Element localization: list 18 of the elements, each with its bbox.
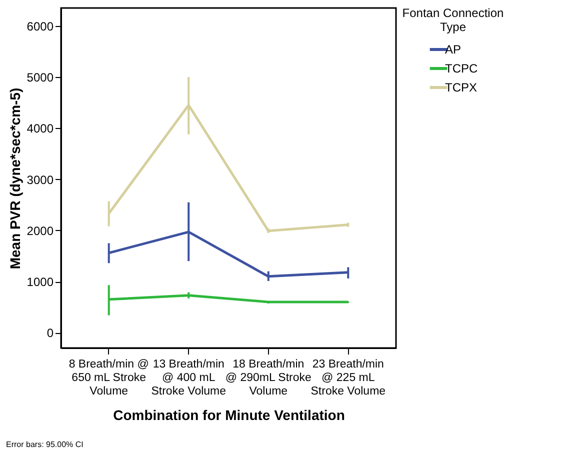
text: Error bars: 95.00% CI	[6, 440, 84, 449]
x-tick-label: 23 Breath/min @ 225 mL Stroke Volume	[310, 358, 386, 398]
y-tick-label: 6000	[26, 19, 54, 34]
y-tick-label: 1000	[26, 275, 54, 290]
y-tick-label: 2000	[26, 224, 54, 238]
legend-label: TCPC	[445, 62, 478, 76]
x-tick-label: 8 Breath/min @ 650 mL Stroke Volume	[68, 358, 149, 398]
x-tick-label: 18 Breath/min @ 290mL Stroke Volume	[225, 358, 312, 398]
y-tick-label: 5000	[26, 70, 54, 85]
y-tick-label: 0	[46, 326, 54, 340]
y-tick-label: 3000	[26, 172, 54, 187]
x-tick-label: 13 Breath/min @ 400 mL Stroke Volume	[151, 358, 226, 398]
y-axis-title: Mean PVR (dyne*sec*cm-5)	[6, 88, 23, 270]
legend-label: TCPX	[445, 80, 478, 94]
x-axis-title: Combination for Minute Ventilation	[113, 407, 345, 423]
legend-title: Fontan Connection Type	[402, 6, 504, 34]
y-tick-label: 4000	[26, 122, 54, 136]
legend-label: AP	[445, 42, 462, 56]
